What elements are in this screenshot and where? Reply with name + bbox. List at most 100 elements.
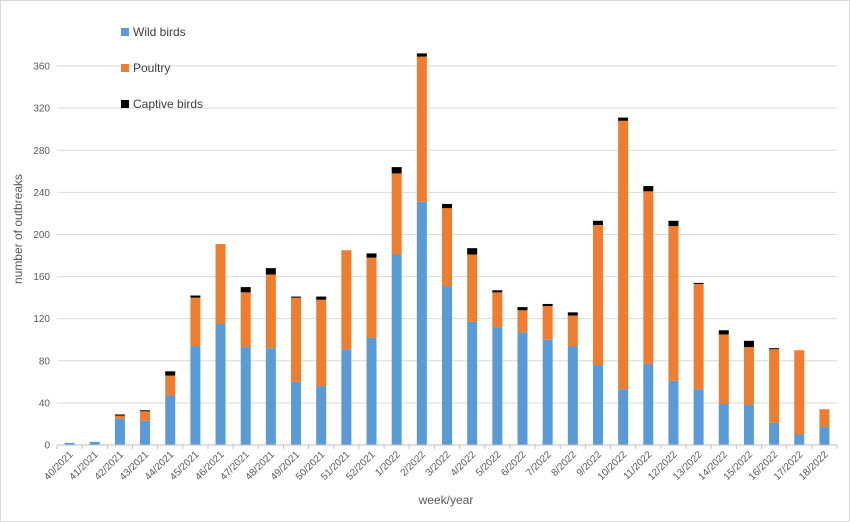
bar-wild-birds — [190, 346, 201, 445]
bar-wild-birds — [542, 339, 553, 445]
x-tick-label: 1/2022 — [373, 449, 403, 479]
bar-wild-birds — [165, 395, 176, 445]
bar-poultry — [366, 257, 377, 338]
bar-wild-birds — [718, 403, 729, 445]
y-tick-label: 160 — [33, 272, 50, 283]
bar-poultry — [442, 208, 452, 287]
y-tick-label: 360 — [33, 62, 50, 73]
bar-poultry — [618, 120, 629, 390]
bar-poultry — [693, 283, 704, 390]
bar-poultry — [240, 292, 251, 348]
x-tick-label: 8/2022 — [550, 449, 580, 479]
bar-poultry — [341, 250, 352, 350]
bar-wild-birds — [416, 201, 427, 445]
x-tick-label: 7/2022 — [524, 449, 554, 479]
bar-captive-birds — [140, 410, 151, 412]
bar-poultry — [265, 274, 276, 349]
bar-poultry — [592, 225, 603, 365]
bar-poultry — [416, 56, 427, 202]
bar-captive-birds — [567, 312, 578, 316]
bar-wild-birds — [567, 346, 578, 445]
bar-captive-birds — [366, 253, 377, 258]
bar-wild-birds — [467, 321, 478, 445]
x-tick-label: 3/2022 — [424, 449, 454, 479]
bar-captive-birds — [316, 296, 327, 300]
bar-poultry — [819, 409, 830, 428]
bar-poultry — [718, 334, 729, 404]
bar-wild-birds — [140, 420, 151, 445]
bar-poultry — [769, 349, 780, 423]
bar-wild-birds — [769, 422, 780, 445]
bars — [64, 53, 830, 445]
bar-poultry — [215, 243, 226, 324]
bar-wild-birds — [643, 363, 654, 445]
y-tick-label: 240 — [33, 188, 50, 199]
bar-poultry — [517, 310, 528, 333]
x-axis-title: week/year — [418, 493, 474, 507]
bar-captive-birds — [467, 248, 478, 255]
bar-captive-birds — [190, 295, 201, 298]
bar-captive-birds — [391, 167, 402, 174]
legend-label-poultry: Poultry — [133, 61, 170, 75]
legend-swatch-captive-birds — [121, 100, 129, 108]
bar-wild-birds — [492, 327, 503, 445]
bar-captive-birds — [542, 303, 553, 307]
bar-captive-birds — [769, 348, 780, 350]
bar-wild-birds — [391, 254, 402, 445]
y-axis-title: number of outbreaks — [11, 174, 25, 284]
x-tick-label: 5/2022 — [474, 449, 504, 479]
bar-poultry — [114, 415, 125, 419]
bar-poultry — [140, 411, 151, 421]
bar-wild-birds — [743, 405, 754, 445]
y-tick-label: 200 — [33, 230, 50, 241]
bar-wild-birds — [265, 348, 276, 445]
legend-label-wild-birds: Wild birds — [133, 25, 186, 39]
bar-wild-birds — [618, 389, 629, 445]
bar-wild-birds — [592, 365, 603, 445]
bar-captive-birds — [291, 296, 302, 298]
bar-captive-birds — [693, 282, 704, 284]
x-tick-label: 2/2022 — [399, 449, 429, 479]
bar-captive-birds — [416, 53, 427, 57]
bar-captive-birds — [743, 340, 754, 348]
bar-wild-birds — [114, 418, 125, 445]
bar-wild-birds — [517, 332, 528, 445]
bar-poultry — [743, 347, 754, 405]
bar-captive-birds — [114, 414, 125, 416]
bar-wild-birds — [693, 389, 704, 445]
bar-poultry — [794, 350, 805, 435]
y-tick-label: 320 — [33, 104, 50, 115]
gridlines — [57, 65, 837, 404]
y-tick-label: 120 — [33, 314, 50, 325]
bar-wild-birds — [341, 349, 352, 445]
bar-wild-birds — [366, 337, 377, 445]
legend-label-captive-birds: Captive birds — [133, 97, 203, 111]
y-tick-label: 280 — [33, 146, 50, 157]
bar-poultry — [542, 306, 553, 340]
bar-poultry — [467, 254, 478, 322]
bar-poultry — [668, 226, 679, 381]
bar-poultry — [165, 375, 176, 396]
bar-poultry — [391, 173, 402, 255]
bar-captive-birds — [618, 117, 629, 121]
bar-captive-birds — [265, 268, 276, 275]
bar-wild-birds — [64, 442, 75, 445]
bar-captive-birds — [442, 203, 452, 209]
bar-wild-birds — [215, 323, 226, 445]
x-tick-label: 6/2022 — [499, 449, 529, 479]
bar-wild-birds — [89, 441, 100, 445]
legend-swatch-poultry — [121, 64, 129, 72]
bar-captive-birds — [492, 290, 503, 293]
bar-poultry — [643, 191, 654, 364]
bar-captive-birds — [643, 186, 654, 192]
bar-wild-birds — [819, 427, 830, 445]
bar-wild-birds — [442, 286, 452, 445]
bar-poultry — [492, 292, 503, 328]
bar-captive-birds — [165, 371, 176, 376]
bar-wild-birds — [291, 381, 302, 445]
bar-captive-birds — [718, 330, 729, 335]
bar-captive-birds — [240, 287, 251, 293]
bar-captive-birds — [517, 307, 528, 311]
legend: Wild birds Poultry Captive birds — [121, 25, 203, 111]
